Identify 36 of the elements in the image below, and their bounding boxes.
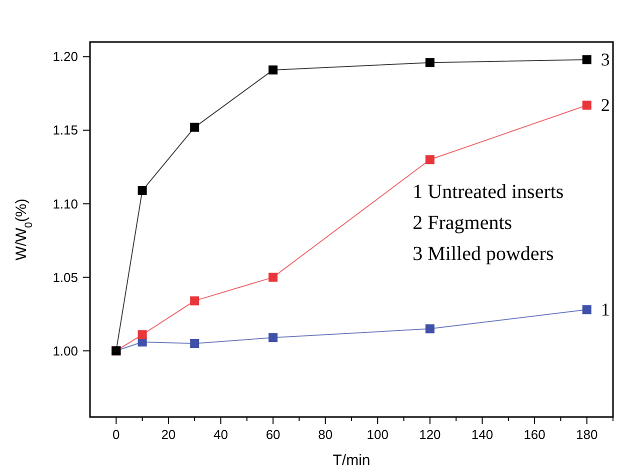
point [582,100,592,110]
x-tick-label: 100 [366,427,388,442]
point [268,333,278,342]
point [425,324,434,334]
point [190,338,200,348]
x-axis-title: T/min [332,452,370,469]
point [268,272,278,282]
y-tick-label: 1.10 [52,196,78,212]
x-tick-label: 20 [161,427,176,442]
y-tick-label: 1.00 [52,343,78,358]
point [582,305,592,314]
x-tick-label: 60 [266,427,280,442]
x-tick-label: 0 [112,427,120,442]
point [582,55,592,64]
series-label: 3 [600,50,610,70]
x-tick-label: 80 [318,427,333,442]
x-tick-label: 160 [524,427,546,442]
annotation: 1 Untreated inserts [412,180,564,203]
annotation: 2 Fragments [412,212,512,234]
y-tick-label: 1.20 [52,49,78,64]
x-tick-label: 120 [419,427,441,442]
x-tick-label: 180 [576,427,598,442]
y-tick-label: 1.15 [52,122,78,138]
series-label: 2 [600,95,610,116]
y-tick-label: 1.05 [52,270,78,285]
point [190,296,200,306]
series-label: 1 [600,300,610,320]
point [190,122,200,132]
annotation: 3 Milled powders [412,242,554,265]
point [425,58,434,68]
point [138,186,147,196]
point [268,65,278,74]
point [138,330,147,340]
x-tick-label: 140 [471,427,494,442]
x-tick-label: 40 [214,427,228,442]
point [425,155,434,164]
